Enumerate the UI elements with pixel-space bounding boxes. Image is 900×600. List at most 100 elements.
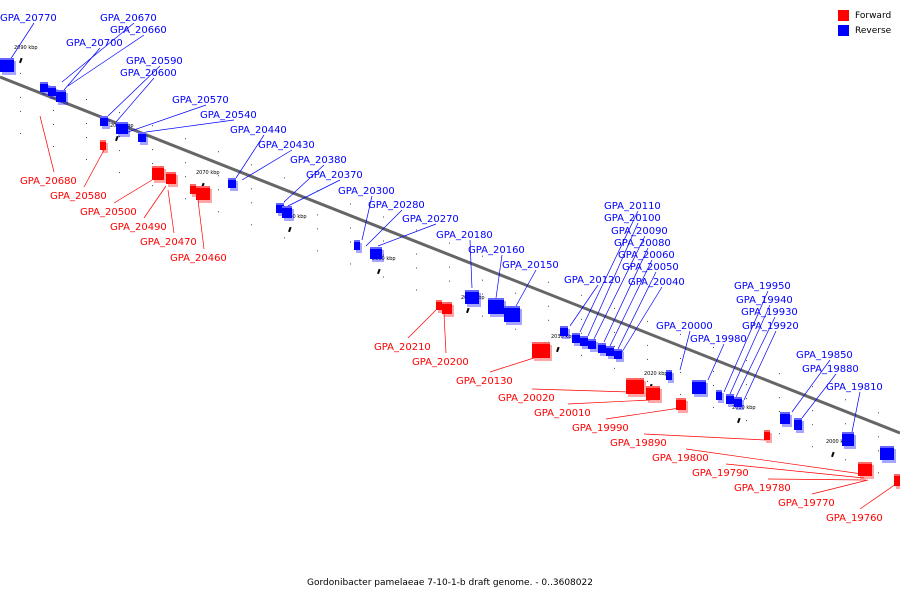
gene-box <box>676 398 688 413</box>
gene-box <box>116 122 130 137</box>
gene-box <box>572 333 582 346</box>
reverse-gene-label: GPA_20100 <box>604 213 661 224</box>
legend-forward-label: Forward <box>855 10 892 21</box>
gene-box <box>894 474 900 489</box>
genome-axis <box>0 75 900 435</box>
gene-box <box>614 349 624 362</box>
reverse-gene-label: GPA_20600 <box>120 68 177 79</box>
reverse-gene-label: GPA_20000 <box>656 321 713 332</box>
forward-gene-label: GPA_20470 <box>140 237 197 248</box>
forward-gene-label: GPA_20460 <box>170 253 227 264</box>
forward-gene-label: GPA_20010 <box>534 408 591 419</box>
reverse-gene-label: GPA_19880 <box>802 364 859 375</box>
gene-box <box>606 346 616 359</box>
forward-gene-label: GPA_20680 <box>20 176 77 187</box>
genome-caption: Gordonibacter pamelaeae 7-10-1-b draft g… <box>307 578 593 588</box>
forward-gene-label: GPA_19770 <box>778 498 835 509</box>
legend-forward: Forward <box>838 8 900 23</box>
reverse-gene-label: GPA_20370 <box>306 170 363 181</box>
gene-box <box>794 418 804 433</box>
forward-gene-label: GPA_20210 <box>374 342 431 353</box>
gene-box <box>764 430 772 443</box>
reverse-gene-label: GPA_20590 <box>126 56 183 67</box>
forward-gene-label: GPA_20020 <box>498 393 555 404</box>
gene-box <box>716 390 724 403</box>
reverse-gene-label: GPA_19940 <box>736 295 793 306</box>
reverse-gene-label: GPA_20660 <box>110 25 167 36</box>
kbp-marker: 2000 kbp <box>826 439 850 445</box>
gene-box <box>580 336 590 349</box>
reverse-gene-label: GPA_19850 <box>796 350 853 361</box>
gene-box <box>436 300 444 313</box>
gene-box <box>166 172 178 187</box>
gene-box <box>152 166 166 183</box>
kbp-marker: 2070 kbp <box>196 170 220 176</box>
gene-box <box>370 247 384 262</box>
gene-box <box>138 132 148 145</box>
reverse-swatch <box>838 25 849 36</box>
reverse-gene-label: GPA_20770 <box>0 13 57 24</box>
gene-box <box>726 394 736 407</box>
gene-box <box>488 298 506 317</box>
gene-box <box>780 412 792 427</box>
reverse-gene-label: GPA_20180 <box>436 230 493 241</box>
reverse-gene-label: GPA_20050 <box>622 262 679 273</box>
gene-box <box>880 446 896 463</box>
forward-gene-label: GPA_19800 <box>652 453 709 464</box>
forward-gene-label: GPA_20200 <box>412 357 469 368</box>
gene-box <box>228 178 238 191</box>
reverse-gene-label: GPA_19810 <box>826 382 883 393</box>
forward-gene-label: GPA_20130 <box>456 376 513 387</box>
gene-box <box>354 240 362 253</box>
forward-gene-label: GPA_20490 <box>110 222 167 233</box>
forward-gene-label: GPA_19780 <box>734 483 791 494</box>
forward-gene-label: GPA_20580 <box>50 191 107 202</box>
label-leaders <box>9 22 897 510</box>
forward-gene-label: GPA_19760 <box>826 513 883 524</box>
gene-box <box>56 90 68 105</box>
reverse-gene-label: GPA_20090 <box>611 226 668 237</box>
kbp-marker: 2090 kbp <box>14 45 38 51</box>
kbp-marker: 2050 kbp <box>372 256 396 262</box>
reverse-gene-label: GPA_20280 <box>368 200 425 211</box>
legend: Forward Reverse <box>838 8 900 38</box>
forward-swatch <box>838 10 849 21</box>
reverse-gene-label: GPA_20540 <box>200 110 257 121</box>
gene-features <box>0 58 900 489</box>
reverse-gene-label: GPA_20700 <box>66 38 123 49</box>
forward-gene-label: GPA_20500 <box>80 207 137 218</box>
kbp-marker: 2060 kbp <box>283 214 307 220</box>
gene-box <box>100 116 110 129</box>
gene-box <box>442 302 454 317</box>
gene-box <box>734 397 744 410</box>
kbp-marker: 2030 kbp <box>551 334 575 340</box>
gene-box <box>196 186 212 203</box>
reverse-gene-label: GPA_20270 <box>402 214 459 225</box>
gene-box <box>588 339 598 352</box>
kbp-marker: 2020 kbp <box>644 371 668 377</box>
forward-gene-label: GPA_19790 <box>692 468 749 479</box>
reverse-gene-label: GPA_19980 <box>690 334 747 345</box>
reverse-gene-label: GPA_19950 <box>734 281 791 292</box>
reverse-gene-label: GPA_20570 <box>172 95 229 106</box>
gene-box <box>504 306 522 325</box>
legend-reverse-label: Reverse <box>855 25 892 36</box>
reverse-gene-label: GPA_20380 <box>290 155 347 166</box>
forward-gene-label: GPA_19890 <box>610 438 667 449</box>
reverse-gene-label: GPA_20160 <box>468 245 525 256</box>
reverse-gene-label: GPA_20430 <box>258 140 315 151</box>
reverse-gene-label: GPA_20080 <box>614 238 671 249</box>
reverse-gene-label: GPA_20440 <box>230 125 287 136</box>
gene-box <box>560 326 570 339</box>
gene-box <box>692 380 708 397</box>
forward-gene-label: GPA_19990 <box>572 423 629 434</box>
gene-box <box>190 184 198 197</box>
kbp-marker: 2010 kbp <box>732 405 756 411</box>
gene-box <box>100 140 108 153</box>
track-ticks <box>20 72 879 474</box>
gene-box <box>858 462 874 479</box>
gene-box <box>282 206 294 221</box>
reverse-gene-label: GPA_20300 <box>338 186 395 197</box>
